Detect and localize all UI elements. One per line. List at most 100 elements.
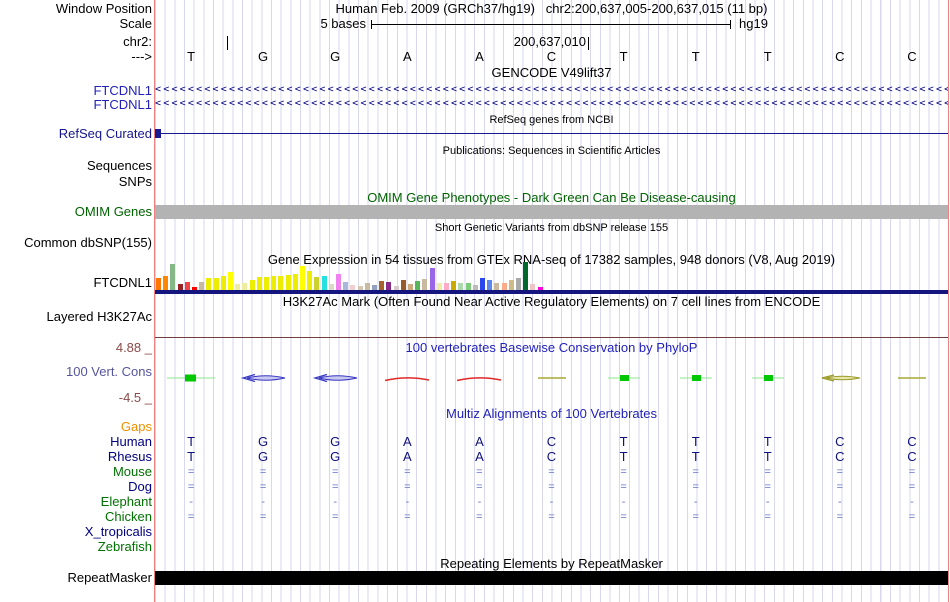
h3k27ac-label[interactable]: Layered H3K27Ac: [46, 309, 152, 324]
alignment-cell: =: [259, 511, 267, 523]
gtex-tissue-bar[interactable]: [523, 262, 529, 290]
gtex-tissue-bar[interactable]: [177, 284, 183, 290]
gtex-tissue-bar[interactable]: [429, 268, 435, 290]
gtex-tissue-bar[interactable]: [516, 278, 521, 290]
publications-sequences-label[interactable]: Sequences: [86, 158, 152, 173]
gtex-tissue-bar[interactable]: [343, 282, 349, 290]
multiz-species-label-elephant[interactable]: Elephant: [100, 494, 152, 509]
multiz-species-label-zebrafish[interactable]: Zebrafish: [97, 539, 152, 554]
gtex-tissue-bar[interactable]: [242, 283, 248, 290]
phylop-mark-blue[interactable]: [307, 372, 363, 384]
gtex-tissue-bar[interactable]: [436, 283, 442, 290]
gtex-tissue-bar[interactable]: [494, 283, 500, 290]
dbsnp-track-title: Short Genetic Variants from dbSNP releas…: [434, 222, 669, 234]
phylop-mark-green[interactable]: [163, 372, 219, 384]
gtex-tissue-bar[interactable]: [249, 280, 255, 290]
gencode-gene-intron-arrows-1[interactable]: <<<<<<<<<<<<<<<<<<<<<<<<<<<<<<<<<<<<<<<<…: [155, 84, 948, 95]
gtex-tissue-bar[interactable]: [163, 276, 169, 290]
repeatmasker-element-bar[interactable]: [155, 571, 948, 585]
gtex-tissue-bar[interactable]: [408, 284, 413, 290]
alignment-cell: C: [546, 434, 557, 449]
multiz-species-label-x_tropicalis[interactable]: X_tropicalis: [84, 524, 152, 539]
phylop-mark-red[interactable]: [379, 372, 435, 384]
gtex-tissue-bar[interactable]: [350, 285, 356, 290]
gtex-tissue-bar[interactable]: [422, 279, 428, 290]
refseq-gene-line[interactable]: [155, 133, 948, 134]
gtex-tissue-bar[interactable]: [292, 274, 298, 290]
h3k27ac-baseline[interactable]: [155, 337, 948, 338]
gtex-tissue-bar[interactable]: [465, 283, 471, 290]
gtex-tissue-bar[interactable]: [451, 281, 457, 290]
gencode-gene-label-2[interactable]: FTCDNL1: [93, 97, 152, 112]
gtex-tissue-bar[interactable]: [444, 283, 449, 290]
gtex-tissue-bar[interactable]: [537, 287, 543, 290]
gtex-tissue-bar[interactable]: [228, 272, 233, 290]
gtex-tissue-bar[interactable]: [307, 271, 313, 290]
gtex-tissue-bar[interactable]: [206, 278, 212, 290]
gtex-expression-barchart[interactable]: [156, 262, 556, 290]
gtex-tissue-bar[interactable]: [314, 277, 320, 290]
gtex-tissue-bar[interactable]: [235, 284, 241, 290]
phylop-mark-green-small[interactable]: [668, 372, 724, 384]
gtex-tissue-bar[interactable]: [415, 281, 421, 290]
gtex-tissue-bar[interactable]: [393, 286, 399, 290]
alignment-cell: =: [764, 511, 771, 523]
gtex-tissue-bar[interactable]: [336, 274, 341, 290]
phylop-mark-olive[interactable]: [884, 372, 940, 384]
phylop-conservation-marks[interactable]: [155, 372, 948, 384]
phylop-mark-green-small[interactable]: [596, 372, 652, 384]
gencode-gene-intron-arrows-2[interactable]: <<<<<<<<<<<<<<<<<<<<<<<<<<<<<<<<<<<<<<<<…: [155, 98, 948, 109]
gtex-tissue-bar[interactable]: [400, 280, 406, 290]
gtex-tissue-bar[interactable]: [372, 285, 377, 290]
gtex-tissue-bar[interactable]: [156, 278, 161, 290]
gtex-tissue-bar[interactable]: [264, 277, 269, 290]
multiz-species-label-human[interactable]: Human: [110, 434, 152, 449]
gtex-tissue-bar[interactable]: [170, 264, 176, 290]
phylop-mark-green-small[interactable]: [740, 372, 796, 384]
publications-snps-label[interactable]: SNPs: [118, 174, 152, 189]
gtex-tissue-bar[interactable]: [213, 278, 219, 290]
gtex-tissue-bar[interactable]: [472, 285, 478, 290]
gtex-tissue-bar[interactable]: [487, 280, 493, 290]
gtex-tissue-bar[interactable]: [364, 283, 370, 290]
gtex-tissue-bar[interactable]: [285, 275, 291, 290]
gtex-tissue-bar[interactable]: [256, 277, 262, 290]
gtex-tissue-bar[interactable]: [357, 286, 363, 290]
gtex-tissue-bar[interactable]: [386, 282, 392, 290]
phylop-mark-red[interactable]: [451, 372, 507, 384]
gtex-tissue-bar[interactable]: [199, 282, 205, 290]
gencode-gene-label-1[interactable]: FTCDNL1: [93, 83, 152, 98]
gtex-gene-model-bar[interactable]: [155, 290, 948, 294]
multiz-species-label-mouse[interactable]: Mouse: [112, 464, 152, 479]
gtex-tissue-bar[interactable]: [220, 276, 226, 290]
multiz-species-label-dog[interactable]: Dog: [128, 479, 152, 494]
refseq-gene-box[interactable]: [155, 129, 161, 138]
gtex-tissue-bar[interactable]: [278, 276, 284, 290]
gtex-tissue-bar[interactable]: [530, 284, 536, 290]
phylop-mark-blue[interactable]: [235, 372, 291, 384]
multiz-species-label-chicken[interactable]: Chicken: [105, 509, 152, 524]
repeatmasker-label[interactable]: RepeatMasker: [67, 570, 152, 585]
phylop-mark-olive-arrow[interactable]: [812, 372, 868, 384]
dbsnp-label[interactable]: Common dbSNP(155): [24, 235, 152, 250]
refseq-curated-label[interactable]: RefSeq Curated: [58, 126, 152, 141]
gtex-gene-label[interactable]: FTCDNL1: [93, 275, 152, 290]
gtex-tissue-bar[interactable]: [300, 266, 305, 290]
phylop-label[interactable]: 100 Vert. Cons: [66, 364, 152, 379]
gtex-tissue-bar[interactable]: [458, 283, 464, 290]
multiz-species-label-rhesus[interactable]: Rhesus: [107, 449, 152, 464]
base-letter: C: [907, 49, 917, 64]
multiz-species-label-gaps[interactable]: Gaps: [120, 419, 152, 434]
gtex-tissue-bar[interactable]: [379, 281, 385, 290]
omim-genes-label[interactable]: OMIM Genes: [74, 204, 152, 219]
gtex-tissue-bar[interactable]: [321, 276, 327, 290]
gtex-tissue-bar[interactable]: [271, 276, 277, 290]
gtex-tissue-bar[interactable]: [480, 278, 485, 290]
gtex-tissue-bar[interactable]: [328, 284, 334, 290]
omim-gene-bar[interactable]: [155, 205, 948, 219]
gtex-tissue-bar[interactable]: [184, 282, 190, 290]
gtex-tissue-bar[interactable]: [501, 283, 507, 290]
phylop-mark-olive[interactable]: [524, 372, 580, 384]
gtex-tissue-bar[interactable]: [192, 287, 197, 290]
gtex-tissue-bar[interactable]: [508, 280, 514, 290]
